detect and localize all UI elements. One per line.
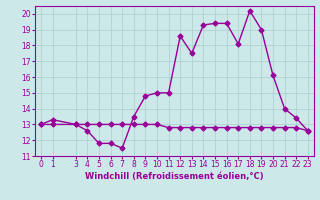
X-axis label: Windchill (Refroidissement éolien,°C): Windchill (Refroidissement éolien,°C) <box>85 172 264 181</box>
